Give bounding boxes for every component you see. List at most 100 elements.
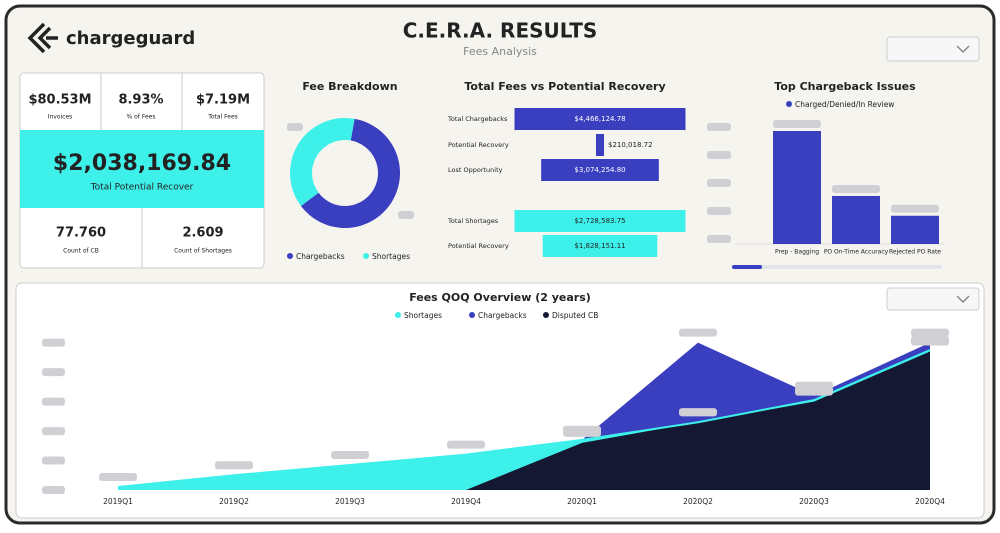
- x-tick-label: 2019Q3: [335, 497, 365, 506]
- kpi-main-value: $2,038,169.84: [53, 151, 231, 176]
- kpi-label: Invoices: [48, 114, 73, 121]
- x-tick-label: 2020Q3: [799, 497, 829, 506]
- logo-icon: [27, 22, 58, 54]
- donut-slice: [289, 117, 355, 206]
- placeholder-label: [707, 235, 731, 243]
- scrollbar: [732, 265, 942, 269]
- dropdown[interactable]: [886, 36, 980, 62]
- placeholder-label: [911, 337, 949, 346]
- kpi-value: 2.609: [182, 226, 223, 241]
- placeholder-label: [707, 123, 731, 131]
- kpi-label: Count of CB: [63, 248, 99, 255]
- legend-label: Disputed CB: [552, 311, 598, 320]
- bar: [514, 108, 686, 130]
- chevron: [956, 45, 970, 54]
- donut-slice: [300, 118, 400, 228]
- kpi-label: % of Fees: [127, 114, 156, 121]
- bar-category: Potential Recovery: [448, 141, 509, 149]
- placeholder-label: [773, 120, 821, 128]
- legend-dot: [395, 312, 401, 318]
- legend-dot: [543, 312, 549, 318]
- bar: [891, 215, 939, 244]
- x-tick-label: Prep - Bagging: [775, 249, 819, 256]
- chevron: [956, 295, 970, 304]
- bar-value-label: $1,828,151.11: [574, 242, 625, 250]
- page-subtitle: Fees Analysis: [463, 45, 537, 58]
- placeholder-label: [707, 179, 731, 187]
- placeholder-label: [832, 184, 880, 193]
- placeholder-label: [42, 427, 65, 436]
- dropdown-box[interactable]: [886, 36, 980, 62]
- placeholder-label: [42, 338, 65, 347]
- placeholder-label: [215, 461, 253, 470]
- bar: [514, 210, 686, 232]
- placeholder-label: [398, 211, 414, 219]
- placeholder-label: [891, 204, 939, 213]
- placeholder-label: [331, 450, 369, 459]
- kpi-label: Count of Shortages: [174, 248, 232, 255]
- legend-label: Shortages: [404, 311, 442, 320]
- legend-label: Chargebacks: [478, 311, 527, 320]
- bar: [595, 134, 605, 156]
- bar: [541, 159, 659, 181]
- page-title: C.E.R.A. RESULTS: [403, 19, 598, 43]
- kpi-value: $80.53M: [28, 93, 91, 108]
- bar: [773, 131, 821, 244]
- legend-dot: [786, 101, 792, 107]
- x-tick-label: 2020Q2: [683, 497, 713, 506]
- placeholder-label: [42, 456, 65, 465]
- placeholder-label: [707, 207, 731, 215]
- chart-title: Total Fees vs Potential Recovery: [464, 80, 665, 93]
- bar-value-label: $3,074,254.80: [574, 166, 625, 174]
- bar-category: Potential Recovery: [448, 242, 509, 250]
- kpi-value: 8.93%: [118, 93, 163, 108]
- legend-label: Charged/Denied/In Review: [795, 100, 894, 109]
- placeholder-label: [679, 328, 717, 337]
- placeholder-label: [42, 486, 65, 494]
- chart-title: Top Chargeback Issues: [774, 80, 916, 93]
- placeholder-label: [563, 428, 601, 437]
- bar-value-label: $2,728,583.75: [574, 217, 625, 225]
- x-tick-label: 2019Q4: [451, 497, 481, 506]
- placeholder-label: [911, 328, 949, 337]
- placeholder-label: [795, 387, 833, 396]
- x-tick-label: 2019Q1: [103, 497, 133, 506]
- line: [117, 349, 931, 489]
- legend-dot: [363, 253, 369, 259]
- legend-label: Chargebacks: [296, 252, 345, 261]
- legend-dot: [287, 253, 293, 259]
- area: [466, 351, 930, 490]
- kpi-main-bg: [20, 130, 264, 208]
- bar-category: Total Shortages: [447, 217, 499, 225]
- placeholder-label: [99, 473, 137, 482]
- dropdown-box[interactable]: [886, 287, 980, 311]
- x-tick-label: PO On-Time Accuracy: [824, 249, 889, 256]
- legend-dot: [469, 312, 475, 318]
- bar: [542, 235, 658, 257]
- x-tick-label: Rejected PO Rate: [889, 249, 941, 256]
- kpi-value: $7.19M: [196, 93, 250, 108]
- legend-label: Shortages: [372, 252, 410, 261]
- brand: chargeguard: [66, 28, 195, 49]
- bar-category: Total Chargebacks: [447, 115, 508, 123]
- placeholder-label: [42, 368, 65, 377]
- bar-category: Lost Opportunity: [448, 166, 503, 174]
- x-tick-label: 2020Q1: [567, 497, 597, 506]
- kpi-label: Total Fees: [207, 114, 238, 121]
- placeholder-label: [42, 397, 65, 406]
- placeholder-label: [447, 440, 485, 449]
- scrollbar-thumb: [732, 265, 762, 269]
- placeholder-label: [707, 151, 731, 159]
- chart-title: Fee Breakdown: [302, 80, 397, 93]
- placeholder-label: [679, 408, 717, 417]
- chart-title: Fees QOQ Overview (2 years): [409, 291, 591, 304]
- x-tick-label: 2019Q2: [219, 497, 249, 506]
- placeholder-label: [287, 123, 303, 131]
- bar: [832, 195, 880, 244]
- x-tick-label: 2020Q4: [915, 497, 945, 506]
- kpi-value: 77.760: [56, 226, 106, 241]
- kpi-main-label: Total Potential Recover: [90, 183, 194, 193]
- dropdown[interactable]: [886, 287, 980, 311]
- bar-value-label: $210,018.72: [608, 141, 653, 149]
